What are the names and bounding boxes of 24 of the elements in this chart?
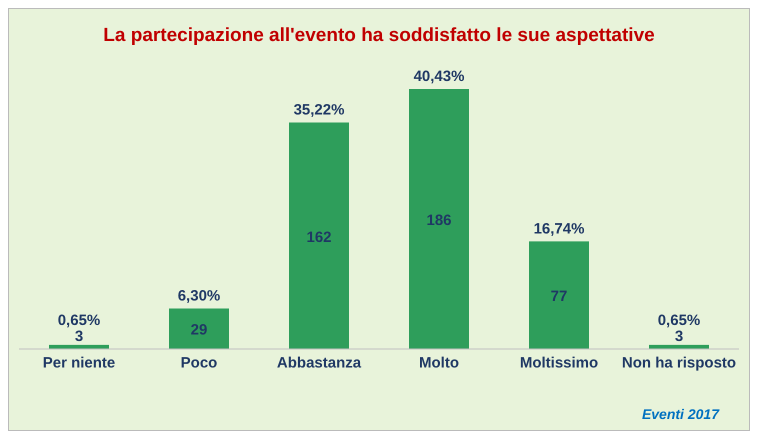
- text: Eventi 2017: [642, 406, 719, 422]
- annotation: 3: [674, 328, 684, 345]
- annotation: 77: [550, 288, 568, 306]
- data-label: 40,43%: [414, 68, 464, 85]
- x-tick-label: Non ha risposto: [622, 354, 736, 372]
- bar: [169, 308, 229, 349]
- data-label: 6,30%: [178, 287, 220, 304]
- x-tick-label: Moltissimo: [520, 354, 598, 372]
- data-label: 0,65%: [658, 312, 700, 329]
- data-label: 35,22%: [294, 102, 344, 119]
- annotation: 162: [306, 228, 332, 246]
- bar: [289, 122, 349, 349]
- data-label: 16,74%: [534, 220, 584, 238]
- x-tick-label: Poco: [180, 354, 218, 372]
- x-tick-label: Molto: [419, 354, 459, 372]
- bar: [409, 89, 469, 349]
- x-tick-label: Per niente: [42, 354, 116, 372]
- x-tick-label: Abbastanza: [276, 354, 362, 372]
- data-label: 0,65%: [58, 312, 100, 329]
- bar: [529, 241, 589, 349]
- chart-title: La partecipazione all'evento ha soddisfatto le sue aspettative: [102, 25, 656, 47]
- annotation: 3: [74, 328, 84, 345]
- annotation: 186: [426, 212, 452, 229]
- annotation: 29: [190, 322, 208, 339]
